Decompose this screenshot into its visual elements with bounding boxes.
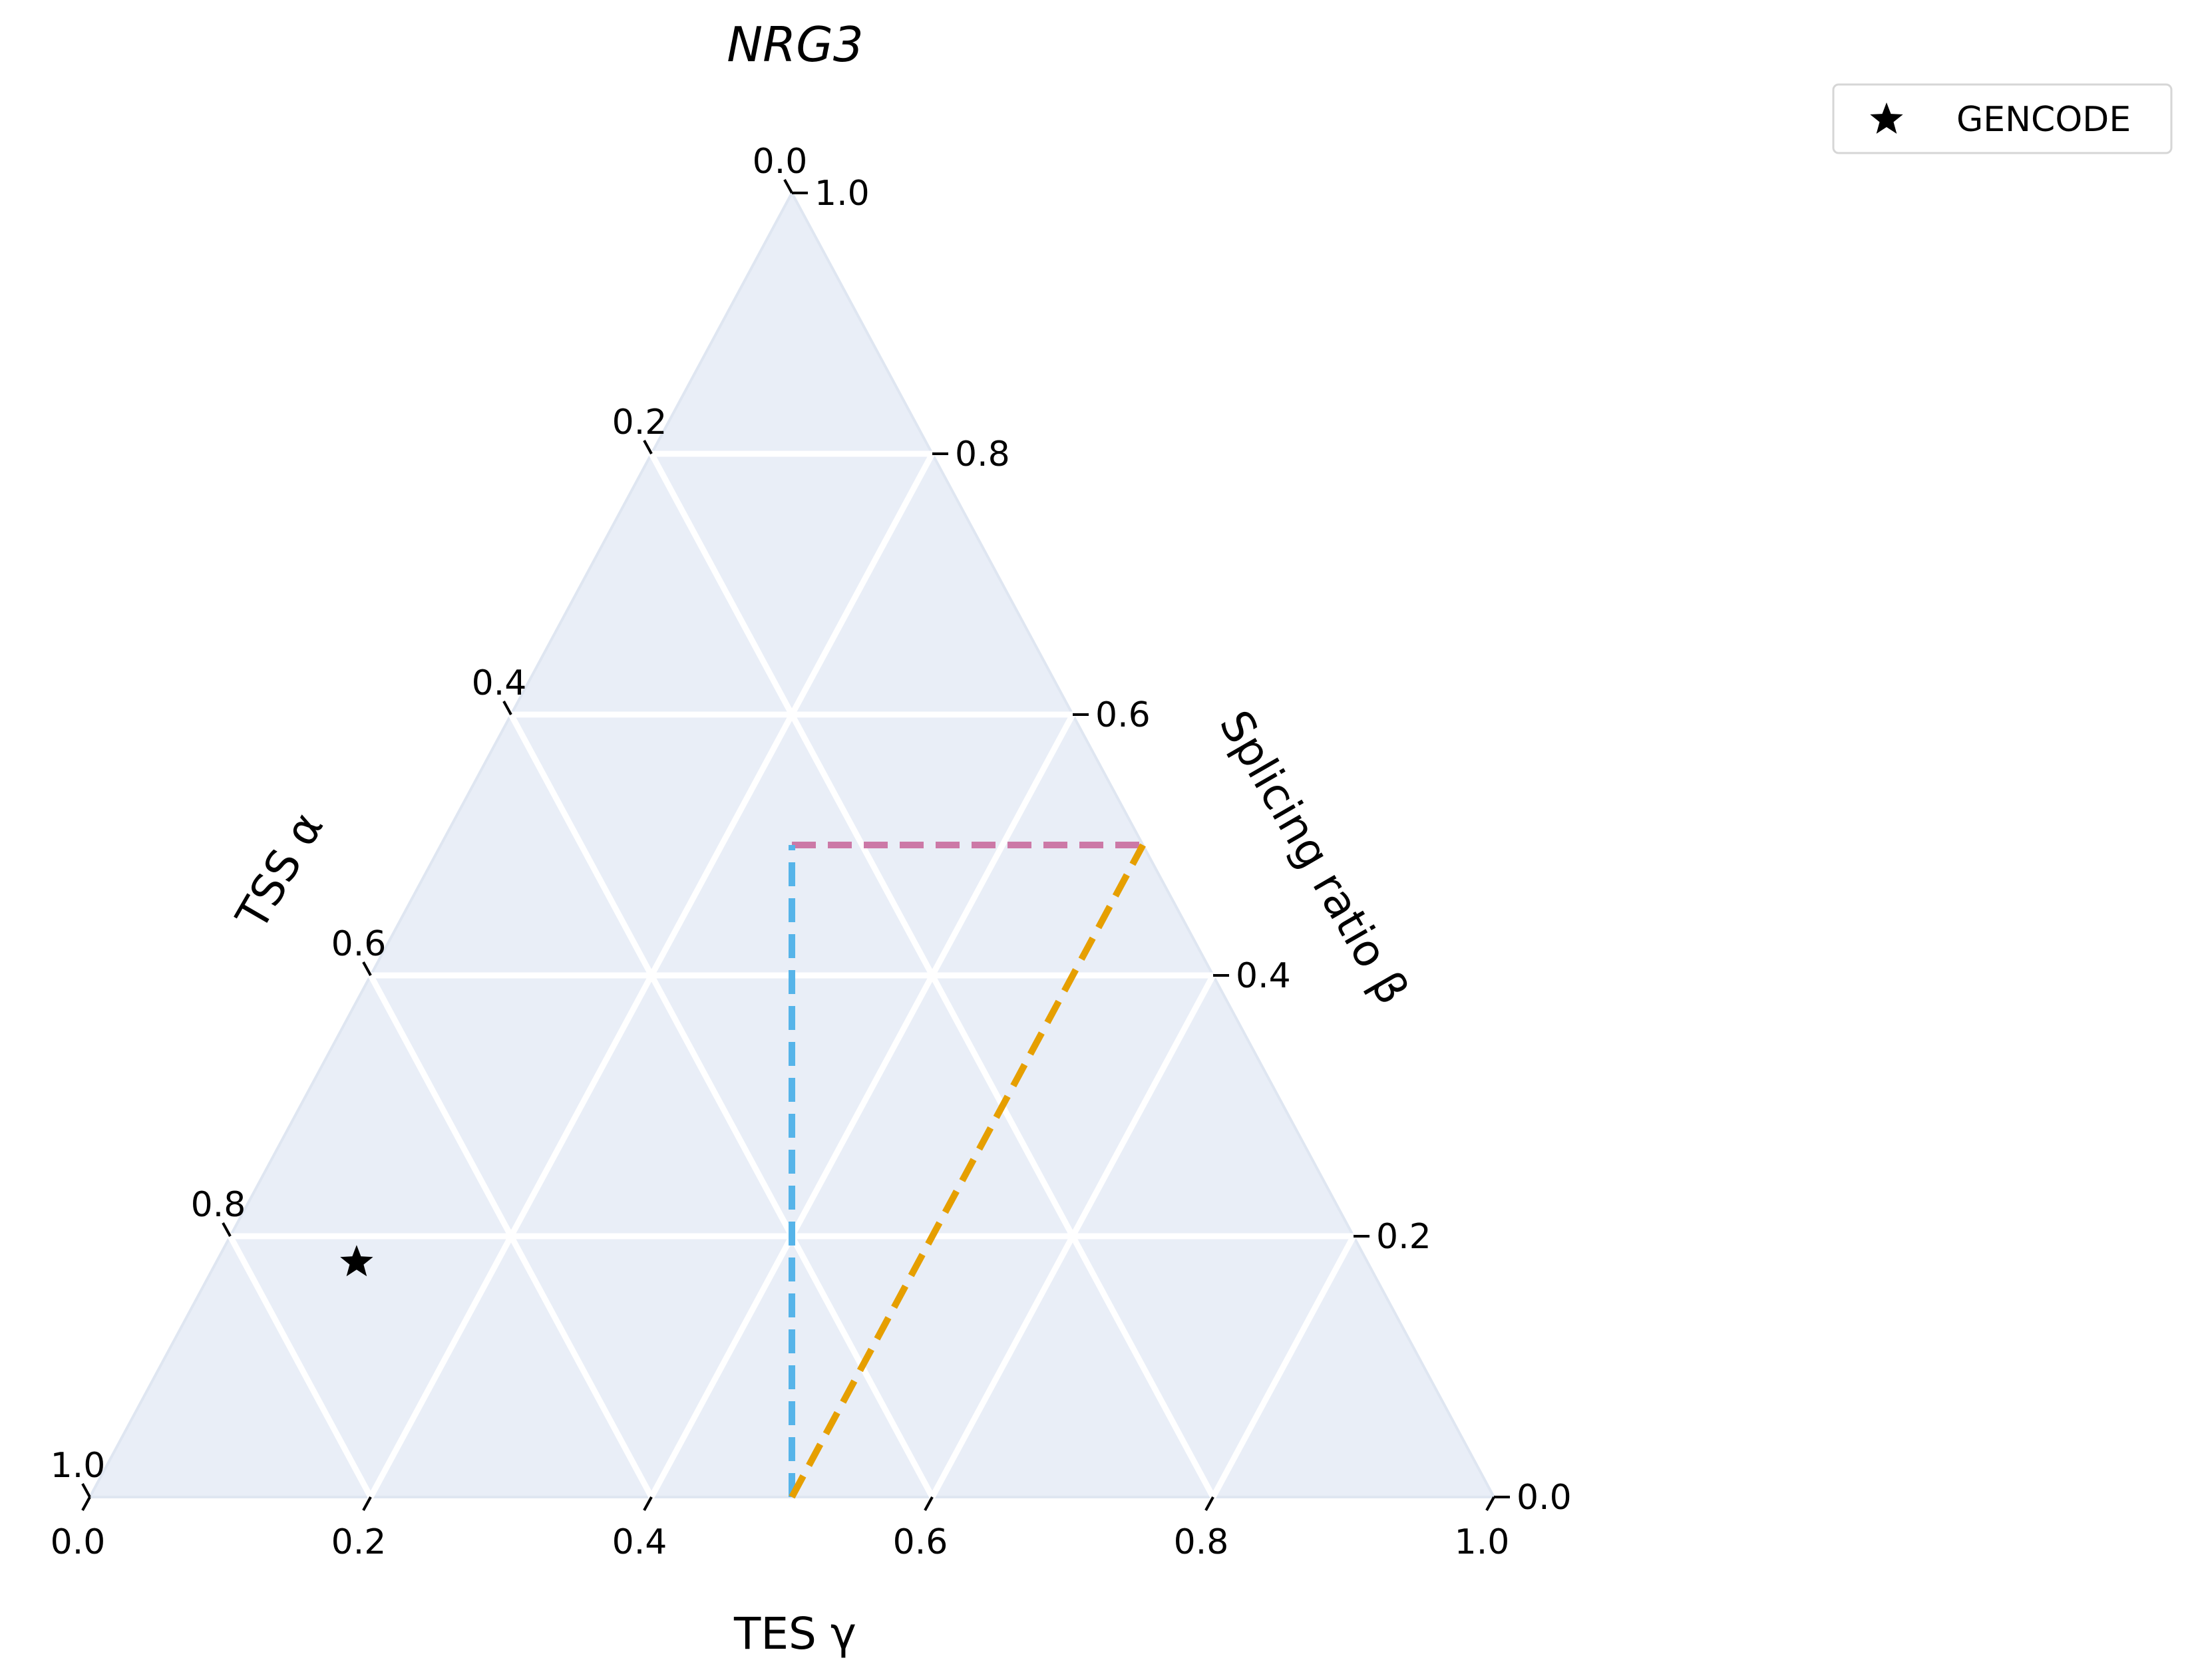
tss-tick-label: 0.6 — [331, 924, 387, 964]
tss-tick-label: 0.8 — [191, 1185, 246, 1225]
splicing-tick-label: 0.0 — [1517, 1478, 1572, 1518]
tss-tick — [643, 440, 653, 454]
tes-tick-label: 0.6 — [893, 1522, 948, 1562]
tss-tick-label: 0.2 — [612, 403, 667, 442]
grid-line-tes — [930, 973, 1216, 1499]
tes-tick-label: 0.4 — [612, 1522, 667, 1562]
tss-tick — [81, 1483, 91, 1498]
tes-tick — [924, 1496, 934, 1511]
splicing-tick-label: 0.2 — [1376, 1217, 1431, 1257]
gencode-star-point — [340, 1245, 373, 1277]
tss-tick — [502, 701, 512, 715]
reference-line-2 — [789, 843, 1146, 1499]
splicing-tick-label: 0.4 — [1236, 956, 1291, 996]
reference-lines — [789, 842, 1146, 1499]
legend-frame — [1832, 83, 2173, 154]
grid-line-tss — [368, 973, 654, 1499]
tss-tick-label: 0.4 — [472, 663, 527, 703]
tes-tick — [362, 1496, 372, 1511]
legend-label-gencode: GENCODE — [1956, 100, 2131, 140]
tss-tick-label: 0.0 — [753, 142, 808, 182]
splicing-tick-label: 0.6 — [1095, 695, 1151, 735]
legend-star-marker — [1870, 102, 1903, 134]
splicing-tick-label: 1.0 — [815, 174, 870, 214]
grid-line-tes — [1210, 1234, 1356, 1499]
tes-tick — [81, 1496, 91, 1511]
tss-tick — [362, 961, 372, 976]
tes-tick-label: 0.8 — [1174, 1522, 1229, 1562]
legend: GENCODE — [1832, 83, 2173, 154]
tes-tick-label: 0.2 — [331, 1522, 387, 1562]
tick-marks: 0.0 0.0 0.0 0.2 0.2 0.2 0.4 0.4 0.4 0.6 0.6 0.6 0.8 0… — [51, 142, 1572, 1562]
tss-tick-label: 1.0 — [51, 1446, 106, 1486]
tss-axis-label: TSS α — [226, 804, 333, 939]
tss-tick — [783, 179, 793, 194]
tes-tick-label: 0.0 — [51, 1522, 106, 1562]
grid-line-tes — [649, 713, 1075, 1499]
tss-tick — [222, 1222, 232, 1237]
data-points — [340, 1245, 373, 1277]
tes-tick — [1204, 1496, 1214, 1511]
tes-tick-label: 1.0 — [1455, 1522, 1510, 1562]
tes-axis-label: TES γ — [733, 1608, 856, 1659]
splicing-tick-label: 0.8 — [955, 434, 1010, 474]
tes-tick — [643, 1496, 653, 1511]
grid-line-tss — [228, 1234, 373, 1499]
chart-title: NRG3 — [727, 17, 864, 73]
tes-tick — [1485, 1496, 1495, 1511]
